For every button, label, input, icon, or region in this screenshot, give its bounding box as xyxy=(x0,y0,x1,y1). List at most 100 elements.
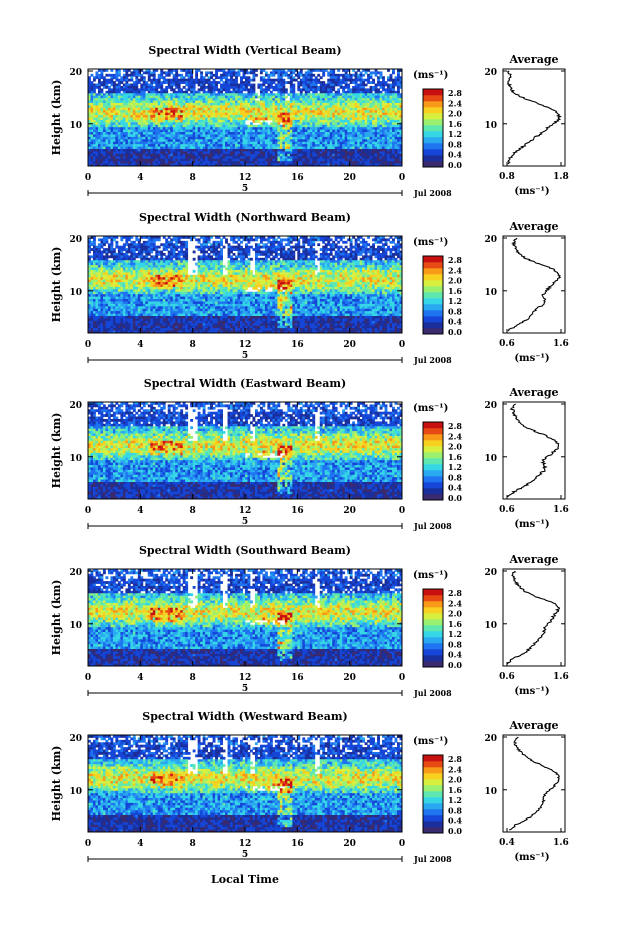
heatmap-cell xyxy=(145,124,149,128)
heatmap-cell xyxy=(282,141,286,145)
heatmap-cell xyxy=(185,110,189,114)
heatmap-cell xyxy=(272,124,276,128)
heatmap-cell xyxy=(205,93,209,97)
heatmap-cell xyxy=(284,102,288,106)
heatmap-cell xyxy=(254,95,258,99)
heatmap-cell xyxy=(217,136,221,140)
heatmap-cell xyxy=(259,69,263,72)
heatmap-cell xyxy=(232,102,236,106)
heatmap-cell xyxy=(200,144,204,147)
heatmap-cell xyxy=(217,124,221,128)
heatmap-cell xyxy=(387,129,390,133)
heatmap-cell xyxy=(339,112,343,116)
heatmap-cell xyxy=(249,156,253,160)
heatmap-cell xyxy=(175,236,179,239)
heatmap-cell xyxy=(97,117,101,121)
heatmap-cell xyxy=(397,119,400,123)
heatmap-cell xyxy=(339,132,343,135)
heatmap-cell xyxy=(142,85,146,89)
heatmap-cell xyxy=(190,136,194,140)
heatmap-cell xyxy=(262,115,266,118)
heatmap-cell xyxy=(327,98,331,101)
heatmap-cell xyxy=(245,115,248,118)
heatmap-cell xyxy=(237,124,241,128)
heatmap-cell xyxy=(269,153,273,157)
heatmap-cell xyxy=(170,129,174,133)
heatmap-cell xyxy=(302,153,306,157)
heatmap-cell xyxy=(327,73,331,77)
heatmap-cell xyxy=(324,88,328,92)
heatmap-cell xyxy=(245,151,248,155)
heatmap-cell xyxy=(249,110,253,114)
heatmap-cell xyxy=(205,90,209,94)
heatmap-cell xyxy=(319,238,323,242)
heatmap-cell xyxy=(157,144,161,147)
heatmap-cell xyxy=(262,141,266,145)
heatmap-cell xyxy=(262,107,266,111)
heatmap-cell xyxy=(165,141,169,145)
heatmap-cell xyxy=(364,93,368,97)
heatmap-cell xyxy=(245,76,248,80)
heatmap-cell xyxy=(332,110,336,114)
heatmap-cell xyxy=(135,93,139,97)
heatmap-cell xyxy=(187,71,191,75)
heatmap-cell xyxy=(347,144,351,147)
heatmap-cell xyxy=(167,71,171,75)
heatmap-cell xyxy=(135,141,139,145)
heatmap-cell xyxy=(140,95,144,99)
heatmap-cell xyxy=(197,158,201,162)
heatmap-cell xyxy=(304,115,308,118)
heatmap-cell xyxy=(249,85,253,89)
heatmap-cell xyxy=(379,112,383,116)
heatmap-cell xyxy=(334,141,338,145)
heatmap-cell xyxy=(314,76,318,80)
heatmap-cell xyxy=(389,78,393,82)
heatmap-cell xyxy=(364,141,368,145)
heatmap-cell xyxy=(215,115,218,118)
heatmap-cell xyxy=(287,134,291,138)
heatmap-cell xyxy=(327,158,331,162)
heatmap-cell xyxy=(317,146,321,150)
heatmap-cell xyxy=(212,83,216,87)
profile-line xyxy=(506,70,563,165)
heatmap-cell xyxy=(225,153,228,157)
heatmap-cell xyxy=(287,81,291,84)
heatmap-cell xyxy=(100,124,104,128)
heatmap-cell xyxy=(112,85,116,89)
heatmap-cell xyxy=(177,117,181,121)
heatmap-cell xyxy=(205,71,209,75)
heatmap-cell xyxy=(227,81,231,84)
heatmap-cell xyxy=(272,134,276,138)
heatmap-cell xyxy=(347,149,351,152)
heatmap-cell xyxy=(132,146,136,150)
heatmap-cell xyxy=(397,81,400,84)
heatmap-cell xyxy=(374,127,378,131)
heatmap-cell xyxy=(329,136,333,140)
heatmap-cell xyxy=(249,158,253,162)
heatmap-cell xyxy=(362,163,366,166)
heatmap-cell xyxy=(327,236,331,239)
heatmap-cell xyxy=(389,76,393,80)
heatmap-cell xyxy=(245,238,248,242)
heatmap-cell xyxy=(232,151,236,155)
heatmap-cell xyxy=(262,95,266,99)
heatmap-cell xyxy=(180,163,184,166)
heatmap-cell xyxy=(105,161,109,164)
heatmap-cell xyxy=(279,139,283,143)
heatmap-cell xyxy=(170,105,174,109)
heatmap-cell xyxy=(165,78,169,82)
heatmap-cell xyxy=(392,98,395,101)
heatmap-cell xyxy=(100,71,104,75)
heatmap-cell xyxy=(217,98,221,101)
heatmap-cell xyxy=(102,93,106,97)
heatmap-cell xyxy=(257,115,261,118)
heatmap-cell xyxy=(262,124,266,128)
heatmap-cell xyxy=(252,85,256,89)
heatmap-cell xyxy=(137,136,141,140)
heatmap-cell xyxy=(175,105,179,109)
heatmap-cell xyxy=(200,132,204,135)
heatmap-cell xyxy=(192,83,196,87)
heatmap-cell xyxy=(392,134,395,138)
heatmap-cell xyxy=(344,136,348,140)
heatmap-cell xyxy=(150,158,154,162)
